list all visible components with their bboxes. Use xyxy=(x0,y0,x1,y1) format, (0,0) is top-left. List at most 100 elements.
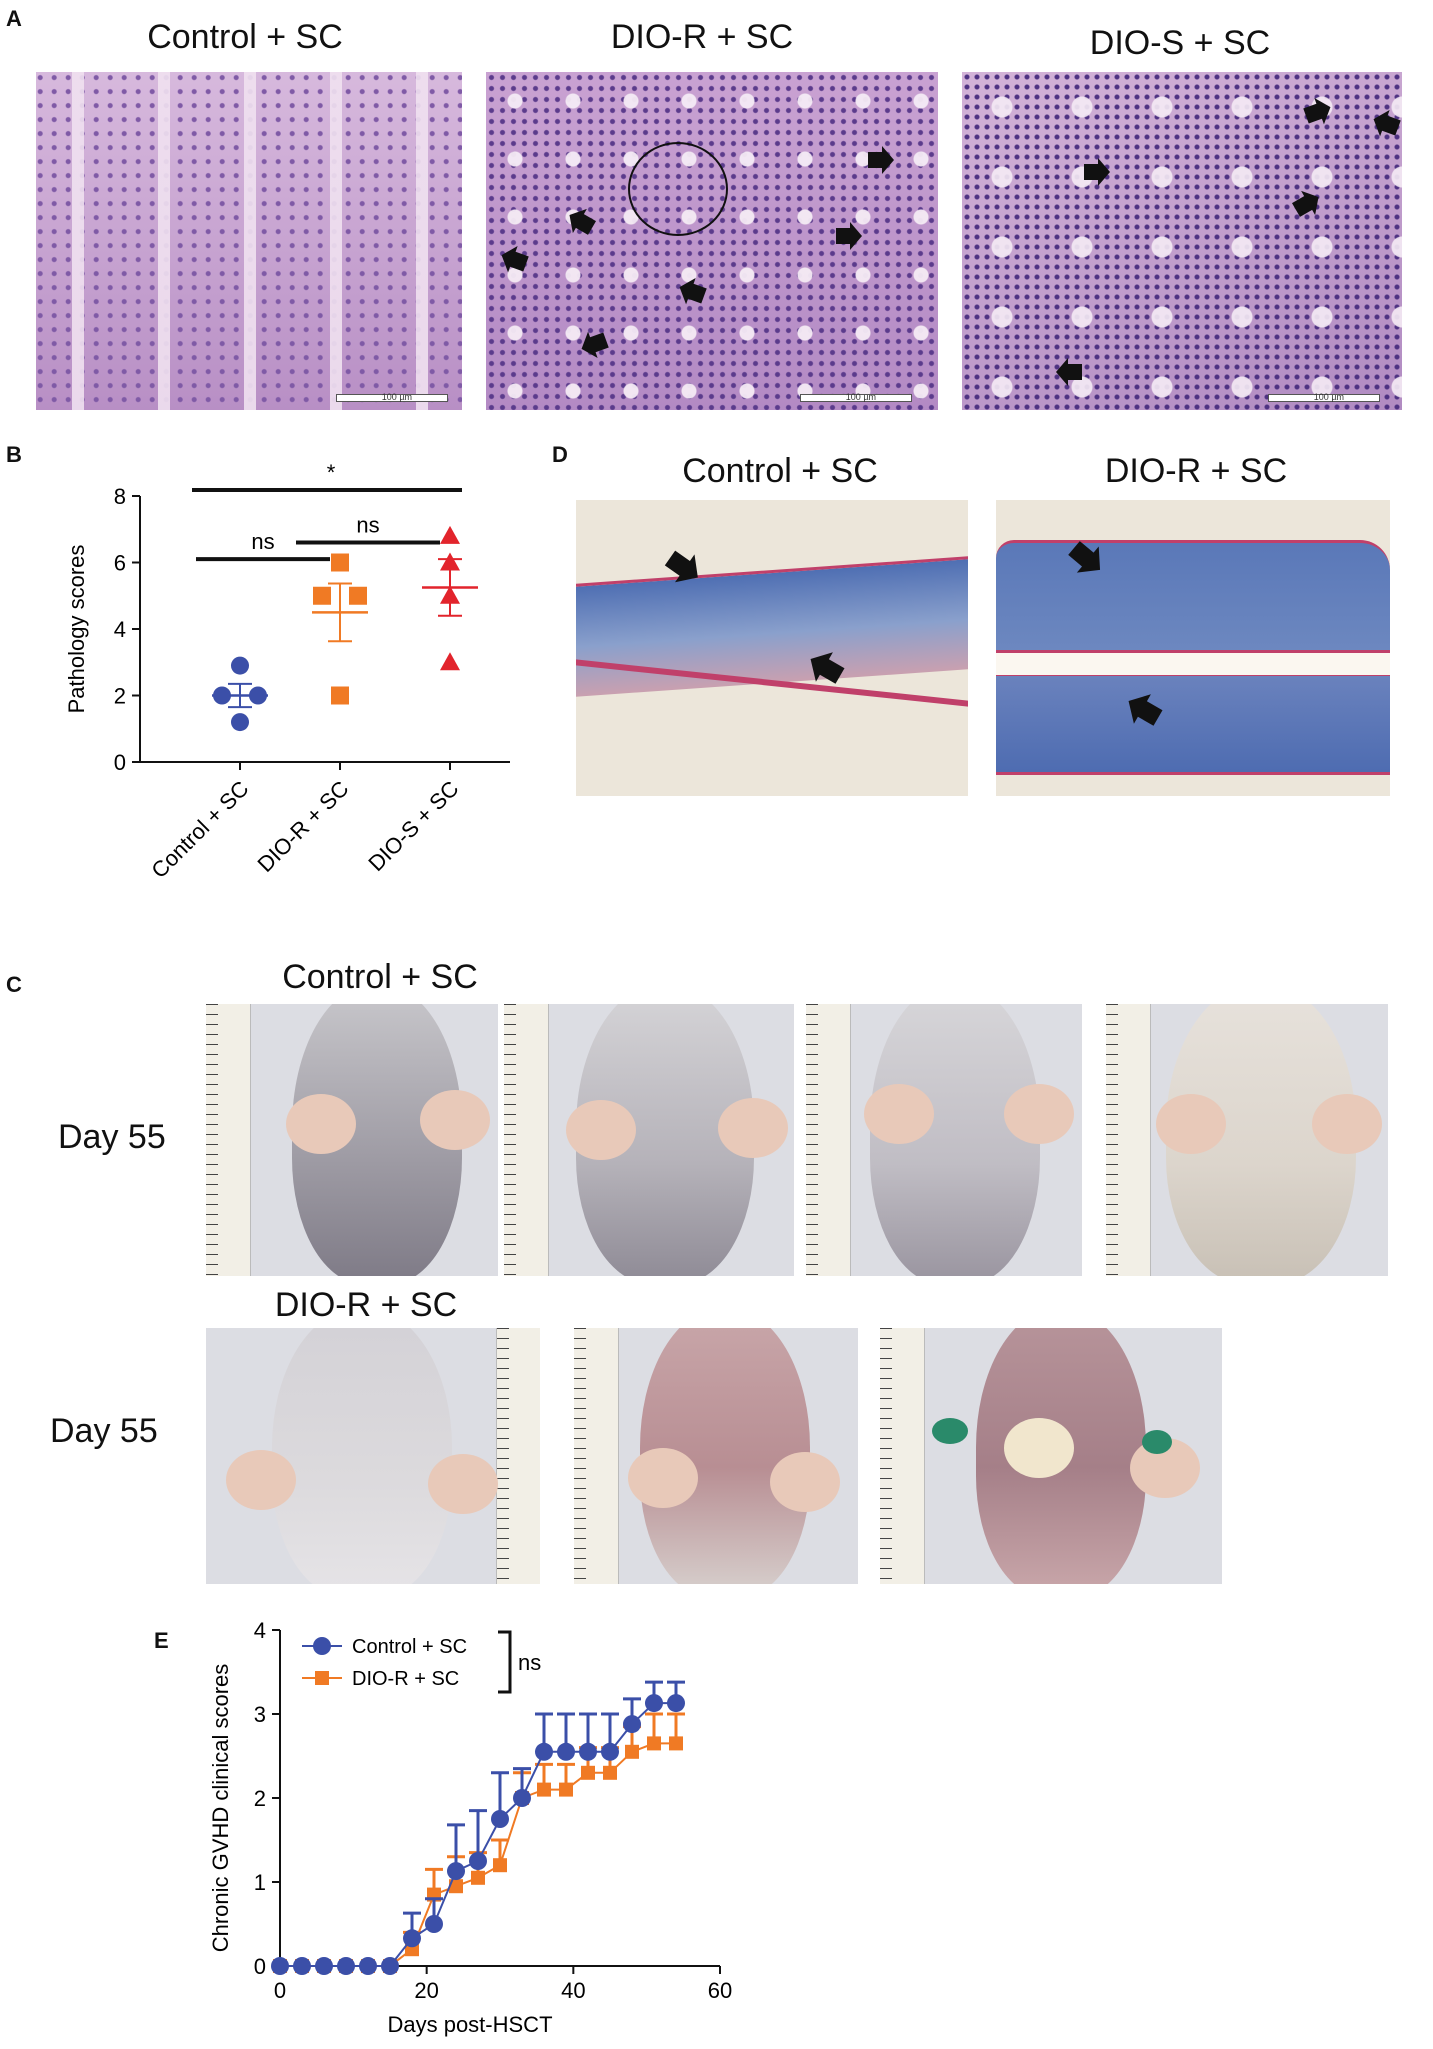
y-tick-label: 4 xyxy=(254,1618,266,1643)
x-tick-label: 20 xyxy=(414,1978,438,2003)
day-label-top: Day 55 xyxy=(58,1118,166,1156)
data-point xyxy=(440,552,460,571)
data-point xyxy=(469,1852,487,1870)
mouse-photo-dio-r-2 xyxy=(574,1328,858,1584)
data-point xyxy=(579,1742,597,1761)
legend-marker xyxy=(313,1637,331,1655)
data-point xyxy=(557,1742,575,1761)
data-point xyxy=(535,1742,553,1761)
panel-c-title-dio-r: DIO-R + SC xyxy=(274,1286,458,1324)
data-point xyxy=(331,553,349,572)
scale-bar xyxy=(336,394,448,402)
mouse-photo-dio-r-1 xyxy=(206,1328,540,1584)
data-point xyxy=(349,586,367,605)
inflammation-circle xyxy=(628,142,728,236)
arrow-icon xyxy=(1084,158,1110,186)
panel-label-b: B xyxy=(6,442,22,467)
skin-section-dio-r xyxy=(996,500,1390,796)
arrow-icon xyxy=(1068,541,1101,573)
mouse-photo-control-3 xyxy=(806,1004,1082,1276)
data-point xyxy=(667,1694,685,1713)
data-point xyxy=(645,1694,663,1713)
data-point xyxy=(449,1879,463,1894)
y-tick-label: 0 xyxy=(114,750,126,775)
data-point xyxy=(603,1765,617,1780)
significance-label: ns xyxy=(356,513,379,538)
legend-label: DIO-R + SC xyxy=(352,1668,459,1690)
arrow-icon xyxy=(1303,98,1331,125)
data-point xyxy=(623,1715,641,1734)
micrograph-dio-r: 100 µm xyxy=(486,72,938,410)
scale-bar-text: 100 µm xyxy=(381,392,412,402)
panel-a-title-control: Control + SC xyxy=(147,18,343,56)
panel-label-e: E xyxy=(154,1628,169,1653)
y-tick-label: 4 xyxy=(114,617,126,642)
micrograph-control: 100 µm xyxy=(36,72,462,410)
data-point xyxy=(625,1744,639,1759)
panel-label-a: A xyxy=(6,6,22,31)
x-axis-label: Days post-HSCT xyxy=(387,2012,552,2037)
y-tick-label: 6 xyxy=(114,551,126,576)
mouse-photo-control-4 xyxy=(1106,1004,1388,1276)
data-point xyxy=(331,686,349,705)
panel-d-arrows-dio-r xyxy=(1068,541,1163,726)
data-point xyxy=(559,1782,573,1797)
data-point xyxy=(440,652,460,671)
data-point xyxy=(425,1915,443,1933)
data-point xyxy=(537,1782,551,1797)
data-point xyxy=(581,1765,595,1780)
y-axis-label: Chronic GVHD clinical scores xyxy=(208,1664,233,1953)
data-point xyxy=(337,1957,355,1975)
x-tick-label: 0 xyxy=(274,1978,286,2003)
panel-a-title-dio-s: DIO-S + SC xyxy=(1089,24,1271,62)
y-tick-label: 1 xyxy=(254,1870,266,1895)
data-point xyxy=(315,1957,333,1975)
data-point xyxy=(313,586,331,605)
scale-bar xyxy=(800,394,912,402)
arrow-icon xyxy=(868,146,894,174)
arrow-icon xyxy=(679,278,707,305)
arrow-icon xyxy=(1373,110,1401,137)
data-point xyxy=(601,1742,619,1761)
data-point xyxy=(403,1929,421,1948)
data-point xyxy=(381,1957,399,1975)
scale-bar-text: 100 µm xyxy=(845,392,876,402)
y-tick-label: 3 xyxy=(254,1702,266,1727)
arrow-icon xyxy=(581,331,609,358)
data-point xyxy=(231,713,249,732)
y-tick-label: 8 xyxy=(114,484,126,509)
arrow-icon xyxy=(810,652,845,684)
y-tick-label: 2 xyxy=(254,1786,266,1811)
arrow-icon xyxy=(569,208,596,235)
data-point xyxy=(231,656,249,675)
data-point xyxy=(493,1858,507,1873)
y-tick-label: 2 xyxy=(114,684,126,709)
x-tick-label: Control + SC xyxy=(146,776,253,883)
legend-marker xyxy=(315,1671,329,1685)
data-point xyxy=(491,1810,509,1828)
x-tick-label: 60 xyxy=(708,1978,732,2003)
x-tick-label: DIO-R + SC xyxy=(252,776,353,877)
scale-bar xyxy=(1268,394,1380,402)
mouse-photo-control-2 xyxy=(504,1004,794,1276)
data-point xyxy=(669,1736,683,1751)
x-tick-label: 40 xyxy=(561,1978,585,2003)
panel-label-c: C xyxy=(6,972,22,997)
x-tick-label: DIO-S + SC xyxy=(363,776,463,876)
panel-d-arrows-control xyxy=(664,550,845,684)
data-point xyxy=(471,1870,485,1885)
arrow-icon xyxy=(836,222,862,250)
significance-label: ns xyxy=(251,529,274,554)
data-point xyxy=(440,585,460,604)
mouse-photo-control-1 xyxy=(206,1004,498,1276)
panel-label-d: D xyxy=(552,442,568,467)
arrow-icon xyxy=(1292,190,1319,217)
panel-a-title-dio-r: DIO-R + SC xyxy=(610,18,794,56)
micrograph-dio-s: 100 µm xyxy=(962,72,1402,410)
arrow-icon xyxy=(664,550,698,583)
data-point xyxy=(249,686,267,705)
skin-section-control xyxy=(576,500,968,796)
legend-bracket xyxy=(498,1630,512,1694)
data-point xyxy=(359,1957,377,1975)
